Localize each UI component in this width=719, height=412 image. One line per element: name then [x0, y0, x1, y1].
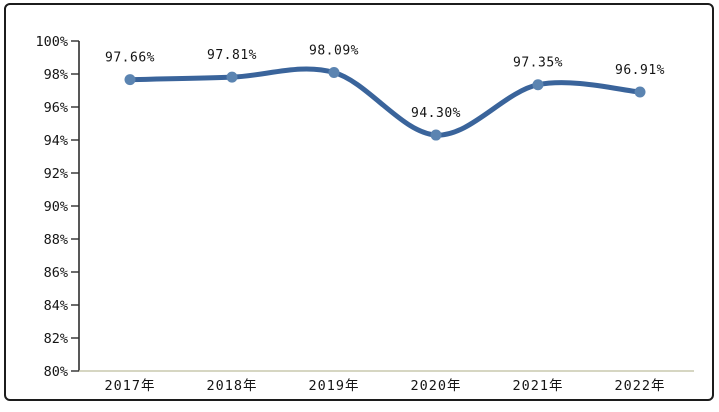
data-point-label: 94.30% — [411, 106, 461, 121]
y-tick-label: 90% — [44, 199, 68, 215]
x-tick-label: 2018年 — [206, 378, 257, 394]
x-tick-label: 2022年 — [614, 378, 665, 394]
data-point-marker — [328, 67, 340, 79]
x-tick-label: 2017年 — [104, 378, 155, 394]
x-tick-label: 2019年 — [308, 378, 359, 394]
series-line — [127, 66, 643, 138]
data-point-marker — [634, 86, 646, 98]
data-point-label: 97.66% — [105, 51, 155, 66]
y-tick-label: 84% — [44, 298, 68, 314]
chart-frame — [4, 3, 714, 401]
data-point-label: 96.91% — [615, 63, 665, 78]
data-point-label: 97.81% — [207, 48, 257, 63]
data-point-marker — [124, 74, 136, 86]
y-tick-label: 92% — [44, 166, 68, 182]
data-point-marker — [226, 71, 238, 83]
y-tick-label: 98% — [44, 67, 68, 83]
y-tick-label: 94% — [44, 133, 68, 149]
y-tick-label: 96% — [44, 100, 68, 116]
y-tick-label: 86% — [44, 265, 68, 281]
data-point-marker — [430, 129, 442, 141]
x-tick-label: 2020年 — [410, 378, 461, 394]
y-tick-label: 80% — [44, 364, 68, 380]
y-tick-label: 88% — [44, 232, 68, 248]
x-tick-label: 2021年 — [512, 378, 563, 394]
y-tick-label: 82% — [44, 331, 68, 347]
data-point-label: 98.09% — [309, 44, 359, 59]
data-point-label: 97.35% — [513, 56, 563, 71]
data-point-marker — [532, 79, 544, 91]
y-tick-label: 100% — [35, 34, 68, 50]
